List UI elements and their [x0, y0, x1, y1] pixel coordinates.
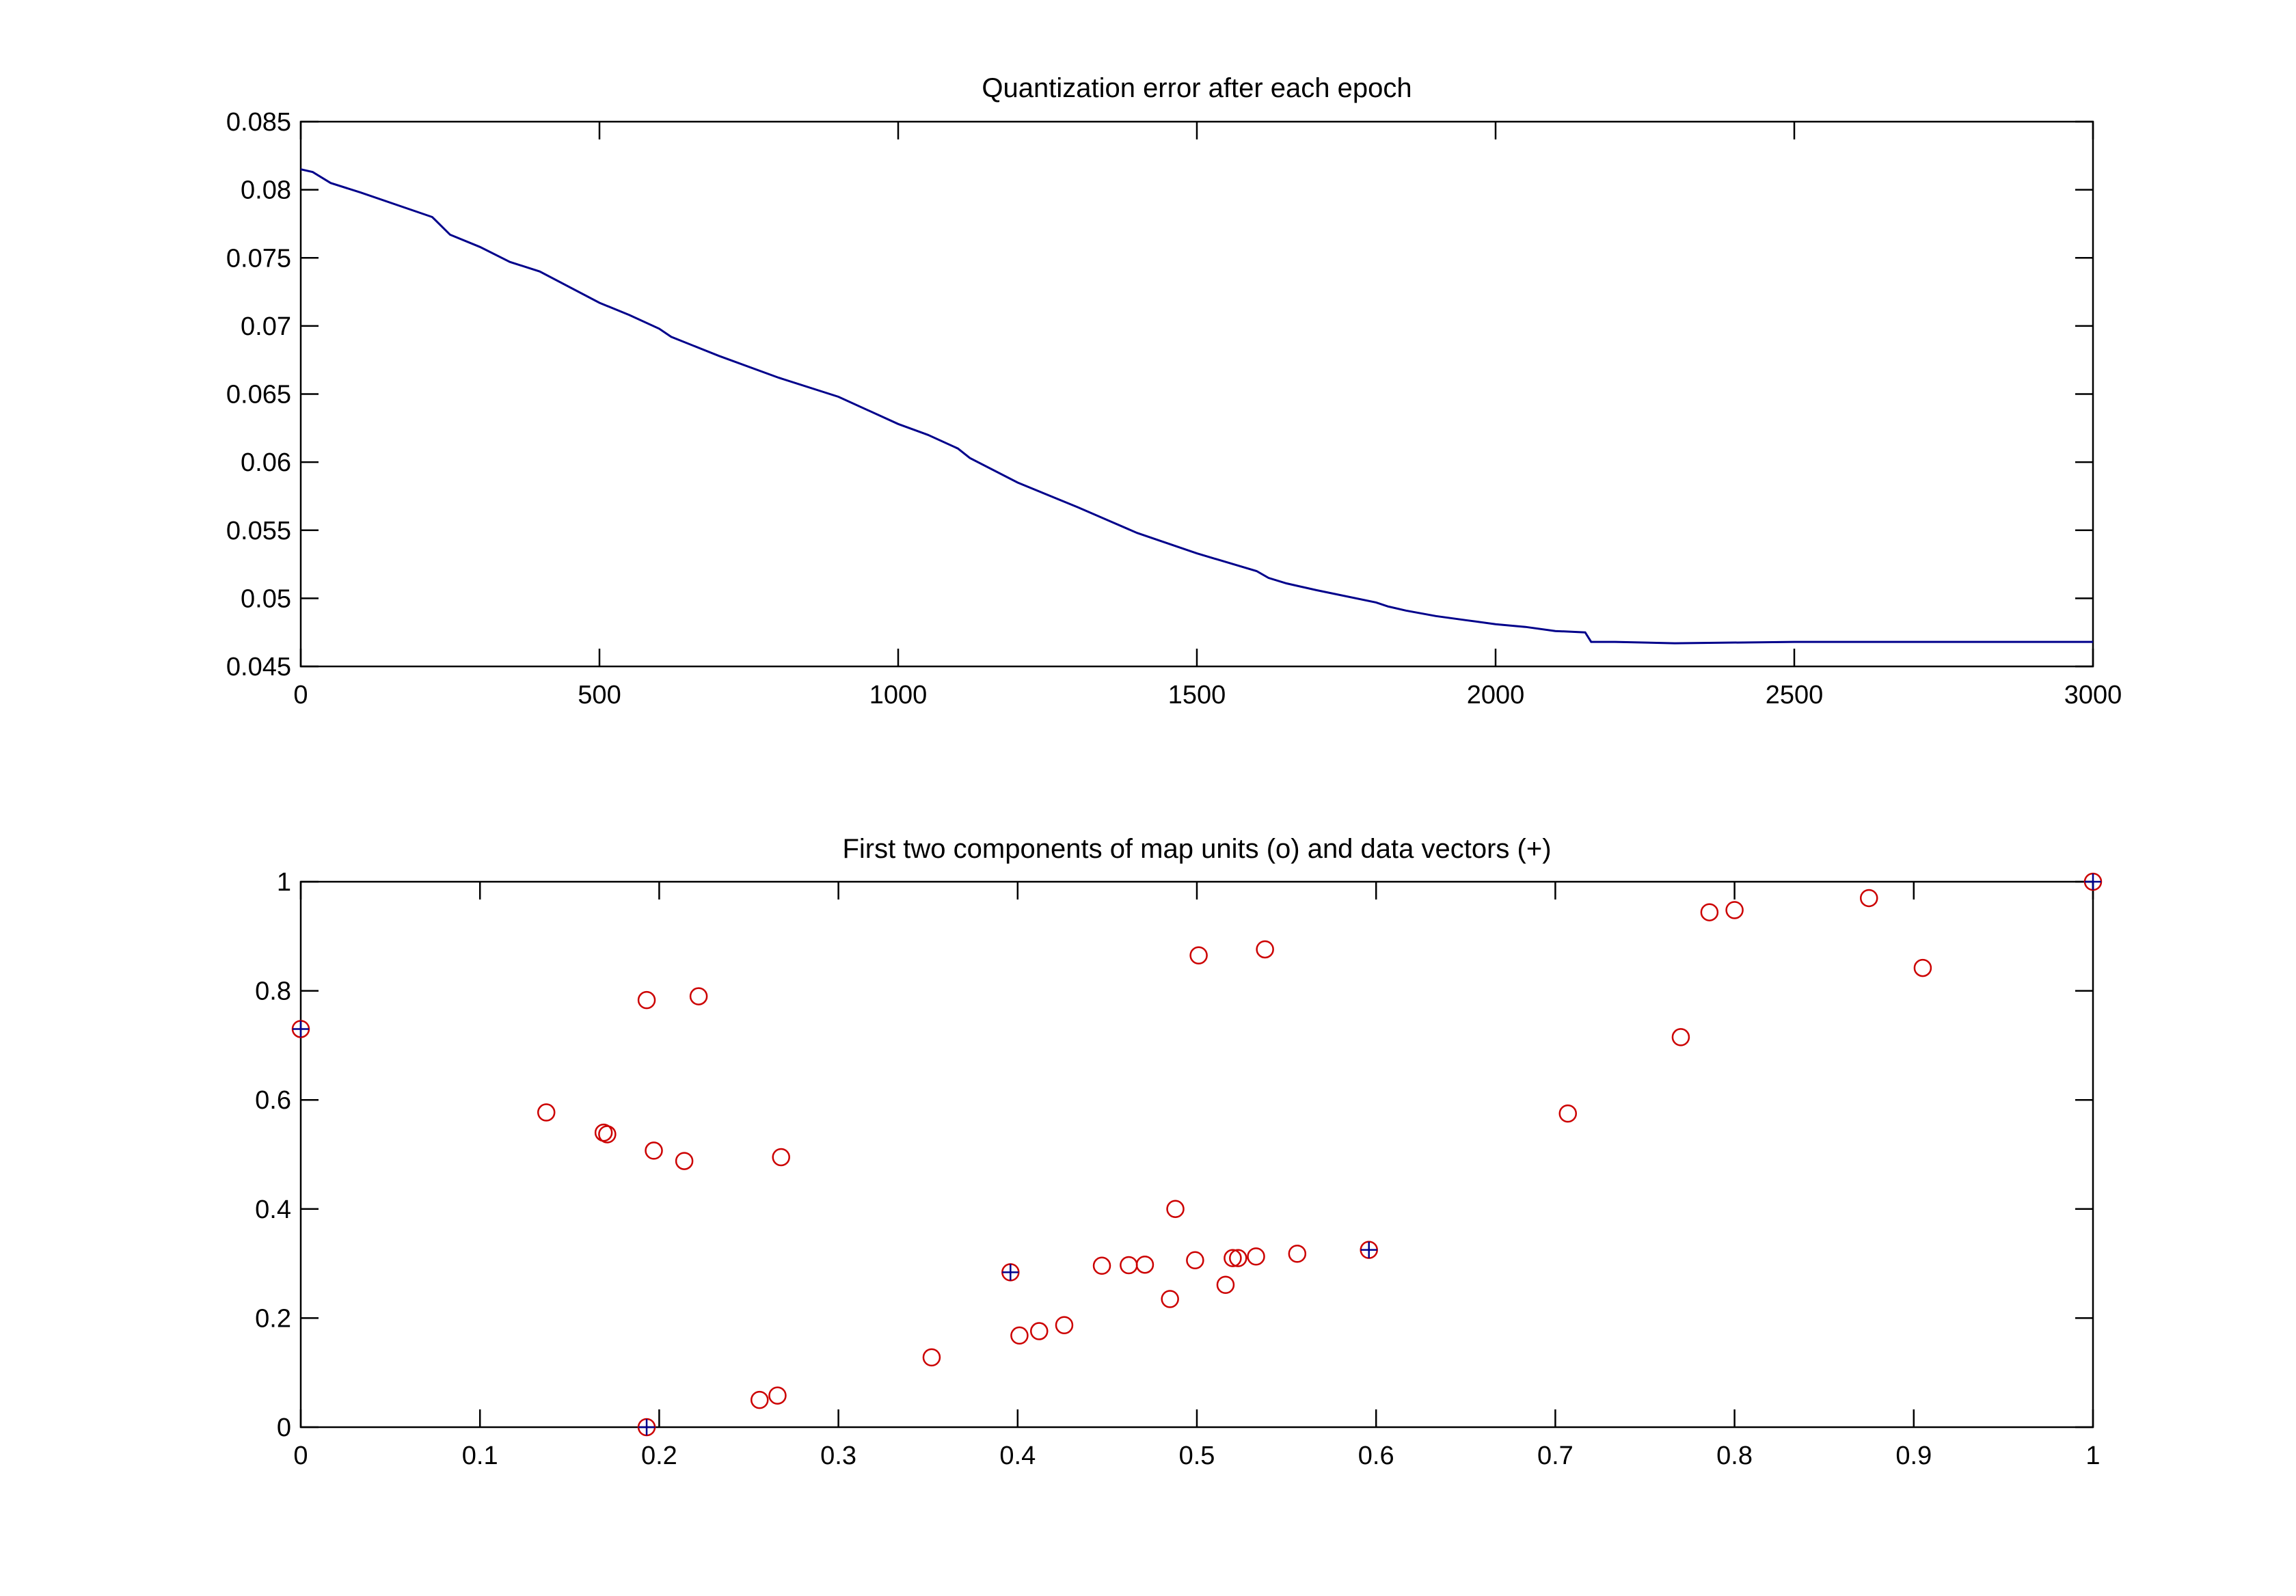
map-unit-point	[1725, 901, 1744, 919]
y-tick-label: 0.075	[226, 244, 291, 273]
map-units-scatter-chart: First two components of map units (o) an…	[255, 834, 2103, 1470]
map-unit-point	[1186, 1251, 1204, 1270]
map-unit-point	[598, 1125, 617, 1144]
data-vector-point	[1360, 1241, 1377, 1258]
x-tick-label: 500	[578, 681, 621, 709]
map-unit-point	[1135, 1255, 1154, 1274]
map-unit-point	[1161, 1290, 1179, 1308]
y-tick-label: 0.045	[226, 653, 291, 681]
data-vector-point	[2085, 874, 2101, 890]
x-tick-label: 0	[293, 1442, 308, 1470]
x-tick-label: 0.8	[1716, 1442, 1753, 1470]
y-tick-label: 0.2	[255, 1304, 291, 1333]
y-tick-label: 0.8	[255, 977, 291, 1006]
x-tick-label: 0	[293, 681, 308, 709]
map-unit-point	[537, 1103, 556, 1122]
y-tick-label: 0.085	[226, 108, 291, 137]
map-unit-point	[675, 1152, 694, 1170]
y-tick-label: 0.08	[241, 176, 291, 205]
x-tick-label: 0.4	[999, 1442, 1036, 1470]
map-unit-point	[1558, 1104, 1578, 1123]
plot-area	[299, 880, 2094, 1429]
x-tick-label: 0.9	[1895, 1442, 1932, 1470]
y-tick-label: 0	[277, 1414, 291, 1442]
chart-title: First two components of map units (o) an…	[842, 834, 1551, 864]
map-unit-point	[637, 990, 656, 1010]
x-tick-label: 1	[2085, 1442, 2100, 1470]
map-unit-point	[1092, 1256, 1111, 1275]
x-tick-label: 2000	[1467, 681, 1525, 709]
map-unit-point	[1288, 1244, 1307, 1263]
map-unit-point	[750, 1390, 769, 1409]
map-unit-point	[1860, 889, 1878, 908]
axis-ticks: 0 500 1000 1500 2000 2500 3000 0.045 0.05 0.055 0.…	[226, 108, 2122, 709]
x-tick-label: 3000	[2064, 681, 2122, 709]
x-tick-label: 1000	[869, 681, 928, 709]
data-vector-point	[1002, 1264, 1019, 1281]
y-tick-label: 0.055	[226, 517, 291, 545]
y-tick-label: 0.065	[226, 381, 291, 409]
x-tick-label: 0.6	[1358, 1442, 1394, 1470]
axis-ticks: 0 0.1 0.2 0.3 0.4 0.5 0.6 0.7 0.8 0.9 1 0 0.2 0.4 0.6 0…	[255, 868, 2100, 1470]
map-unit-point	[1700, 903, 1719, 921]
map-unit-point	[1224, 1249, 1242, 1267]
y-tick-label: 0.06	[241, 448, 291, 477]
map-unit-point	[1010, 1326, 1029, 1345]
map-unit-point	[772, 1148, 790, 1167]
map-unit-point	[1189, 946, 1208, 964]
x-tick-label: 0.5	[1179, 1442, 1215, 1470]
x-tick-label: 0.2	[641, 1442, 677, 1470]
map-unit-point	[1055, 1316, 1074, 1335]
map-unit-point	[645, 1141, 663, 1160]
map-unit-point	[1671, 1028, 1690, 1046]
quantization-error-chart: Quantization error after each epoch 0 500…	[226, 73, 2122, 709]
line-series	[300, 168, 2093, 645]
x-tick-label: 0.3	[820, 1442, 856, 1470]
y-tick-label: 1	[277, 868, 291, 897]
data-vector-point	[638, 1419, 656, 1435]
x-tick-label: 0.1	[462, 1442, 498, 1470]
series-line	[300, 168, 2093, 645]
y-tick-label: 0.4	[255, 1195, 291, 1224]
map-unit-point	[1247, 1247, 1265, 1266]
map-unit-point	[1229, 1249, 1247, 1267]
y-tick-label: 0.6	[255, 1086, 291, 1115]
y-tick-label: 0.05	[241, 584, 291, 613]
chart-title: Quantization error after each epoch	[982, 73, 1412, 103]
map-unit-point	[922, 1348, 941, 1367]
map-unit-point	[768, 1386, 787, 1405]
map-unit-point	[689, 987, 708, 1005]
x-tick-label: 2500	[1766, 681, 1824, 709]
map-unit-point	[1913, 958, 1932, 977]
map-unit-point	[1216, 1275, 1235, 1294]
map-unit-point	[1030, 1322, 1049, 1340]
map-unit-point	[1166, 1200, 1185, 1219]
data-vector-point	[293, 1020, 309, 1038]
x-tick-label: 1500	[1168, 681, 1226, 709]
plot-area	[299, 120, 2094, 668]
map-unit-point	[1256, 940, 1274, 959]
x-tick-label: 0.7	[1537, 1442, 1574, 1470]
y-tick-label: 0.07	[241, 312, 291, 341]
scatter-points	[291, 872, 2103, 1437]
